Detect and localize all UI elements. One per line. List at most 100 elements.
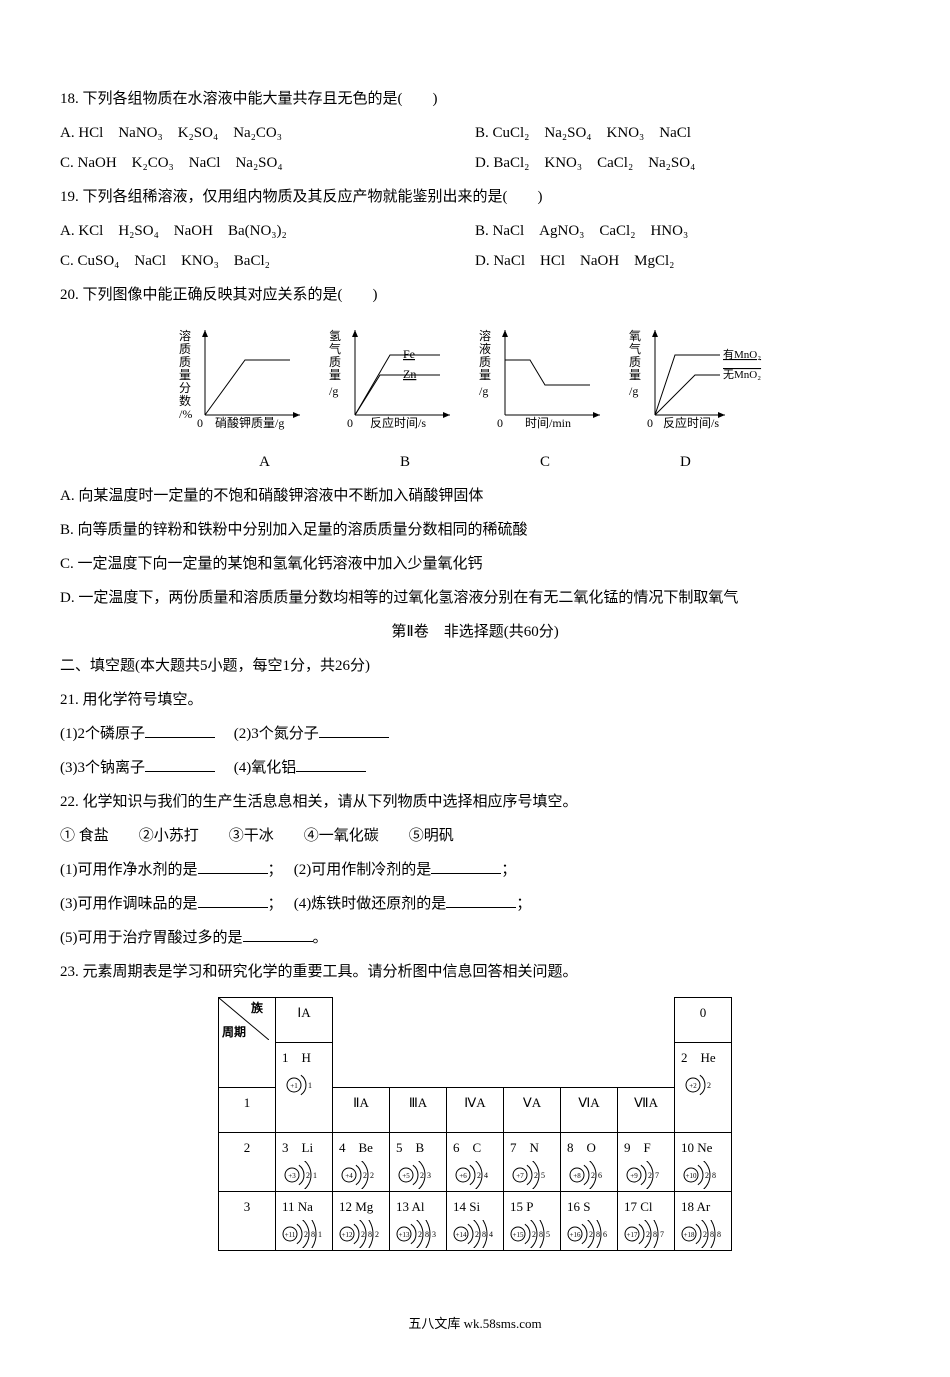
label-B: B — [400, 447, 410, 477]
svg-text:/g: /g — [479, 384, 488, 398]
svg-text:气: 气 — [629, 341, 641, 356]
q20-optA: A. 向某温度时一定量的不饱和硝酸钾溶液中不断加入硝酸钾固体 — [60, 481, 890, 511]
svg-text:2: 2 — [703, 1230, 707, 1239]
svg-text:数: 数 — [179, 393, 191, 408]
svg-text:时间/min: 时间/min — [525, 416, 571, 430]
svg-text:4: 4 — [484, 1171, 488, 1180]
chart-B: Fe Zn 氢 气 质 量 /g 0 反应时间/s — [325, 320, 455, 439]
q22-line3: (5)可用于治疗胃酸过多的是。 — [60, 923, 890, 953]
q19-B: B. NaCl AgNO₃ CaCl₂ HNO₃ — [475, 216, 890, 246]
svg-text:8: 8 — [712, 1171, 716, 1180]
empty — [333, 998, 675, 1043]
svg-text:7: 7 — [660, 1230, 664, 1239]
svg-text:2: 2 — [306, 1171, 310, 1180]
q21-1: (1)2个磷原子 — [60, 726, 145, 742]
elem-F: 9 F+927 — [618, 1132, 675, 1191]
svg-text:2: 2 — [475, 1230, 479, 1239]
svg-text:+7: +7 — [516, 1172, 524, 1180]
svg-text:质: 质 — [179, 355, 191, 369]
q20-charts: 溶 质 质 量 分 数 /% 0 硝酸钾质量/g Fe Zn 氢 气 质 量 /… — [60, 320, 890, 439]
svg-text:+10: +10 — [686, 1172, 697, 1180]
svg-text:8: 8 — [710, 1230, 714, 1239]
diag-cell: 族 周期 — [219, 998, 276, 1088]
svg-text:8: 8 — [653, 1230, 657, 1239]
blank — [198, 892, 268, 908]
svg-text:0: 0 — [647, 416, 653, 430]
svg-text:分: 分 — [179, 381, 191, 395]
svg-text:质: 质 — [329, 355, 341, 369]
svg-text:8: 8 — [368, 1230, 372, 1239]
q20-optB: B. 向等质量的锌粉和铁粉中分别加入足量的溶质质量分数相同的稀硫酸 — [60, 515, 890, 545]
svg-text:1: 1 — [313, 1171, 317, 1180]
svg-text:液: 液 — [479, 341, 491, 356]
svg-text:2: 2 — [648, 1171, 652, 1180]
svg-text:2: 2 — [363, 1171, 367, 1180]
svg-text:8: 8 — [425, 1230, 429, 1239]
svg-text:无MnO₂: 无MnO₂ — [723, 369, 761, 381]
svg-text:氧: 氧 — [629, 329, 641, 343]
svg-text:+14: +14 — [456, 1231, 467, 1239]
svg-text:量: 量 — [329, 368, 341, 382]
svg-text:气: 气 — [329, 341, 341, 356]
q19-A: A. KCl H₂SO₄ NaOH Ba(NO₃)₂ — [60, 216, 475, 246]
label-C: C — [540, 447, 550, 477]
q18-B: B. CuCl₂ Na₂SO₄ KNO₃ NaCl — [475, 118, 890, 148]
group-0: 0 — [675, 998, 732, 1043]
blank — [296, 756, 366, 772]
blank — [446, 892, 516, 908]
svg-text:硝酸钾质量/g: 硝酸钾质量/g — [215, 415, 284, 430]
elem-O: 8 O+826 — [561, 1132, 618, 1191]
svg-text:2: 2 — [646, 1230, 650, 1239]
q22-2: (2)可用作制冷剂的是 — [294, 862, 432, 878]
svg-text:族: 族 — [251, 1000, 264, 1015]
chart-C: 溶 液 质 量 /g 0 时间/min — [475, 320, 605, 439]
svg-text:+8: +8 — [573, 1172, 581, 1180]
elem-Na: 11 Na+11281 — [276, 1191, 333, 1250]
svg-text:2: 2 — [420, 1171, 424, 1180]
elem-He: 2 He +22 — [675, 1043, 732, 1133]
svg-text:+16: +16 — [570, 1231, 581, 1239]
footer: 五八文库 wk.58sms.com — [60, 1311, 890, 1337]
svg-text:+9: +9 — [630, 1172, 638, 1180]
q22-stem: 22. 化学知识与我们的生产生活息息相关，请从下列物质中选择相应序号填空。 — [60, 787, 890, 817]
svg-text:6: 6 — [598, 1171, 602, 1180]
q18-D: D. BaCl₂ KNO₃ CaCl₂ Na₂SO₄ — [475, 148, 890, 178]
elem-Li: 3 Li+321 — [276, 1132, 333, 1191]
group-5A: ⅤA — [504, 1087, 561, 1132]
svg-text:8: 8 — [311, 1230, 315, 1239]
svg-text:1: 1 — [308, 1081, 312, 1090]
q18-A: A. HCl NaNO₃ K₂SO₄ Na₂CO₃ — [60, 118, 475, 148]
svg-text:+4: +4 — [345, 1172, 353, 1180]
svg-text:/%: /% — [179, 407, 192, 421]
svg-text:3: 3 — [432, 1230, 436, 1239]
q19-D: D. NaCl HCl NaOH MgCl₂ — [475, 246, 890, 276]
blank — [145, 756, 215, 772]
svg-text:0: 0 — [197, 416, 203, 430]
chartA-ylabel: 溶 — [179, 328, 191, 343]
svg-text:/g: /g — [329, 384, 338, 398]
svg-text:2: 2 — [370, 1171, 374, 1180]
svg-text:3: 3 — [427, 1171, 431, 1180]
svg-text:2: 2 — [477, 1171, 481, 1180]
label-A: A — [259, 447, 270, 477]
group-1A: ⅠA — [276, 998, 333, 1043]
elem-P: 15 P+15285 — [504, 1191, 561, 1250]
svg-text:量: 量 — [479, 368, 491, 382]
svg-text:反应时间/s: 反应时间/s — [370, 415, 426, 430]
q20-optC: C. 一定温度下向一定量的某饱和氢氧化钙溶液中加入少量氧化钙 — [60, 549, 890, 579]
svg-text:+15: +15 — [513, 1231, 524, 1239]
fill-heading: 二、填空题(本大题共5小题，每空1分，共26分) — [60, 651, 890, 681]
q18-options: A. HCl NaNO₃ K₂SO₄ Na₂CO₃ B. CuCl₂ Na₂SO… — [60, 118, 890, 178]
svg-text:氢: 氢 — [329, 328, 341, 343]
svg-text:2: 2 — [375, 1230, 379, 1239]
elem-Cl: 17 Cl+17287 — [618, 1191, 675, 1250]
svg-text:反应时间/s: 反应时间/s — [663, 415, 719, 430]
svg-text:+18: +18 — [684, 1231, 695, 1239]
svg-text:周期: 周期 — [222, 1024, 246, 1039]
q19-options: A. KCl H₂SO₄ NaOH Ba(NO₃)₂ B. NaCl AgNO₃… — [60, 216, 890, 276]
svg-text:+2: +2 — [689, 1082, 697, 1090]
elem-H: 1 H +11 — [276, 1043, 333, 1133]
svg-text:8: 8 — [596, 1230, 600, 1239]
blank — [243, 926, 313, 942]
svg-text:+11: +11 — [285, 1231, 296, 1239]
